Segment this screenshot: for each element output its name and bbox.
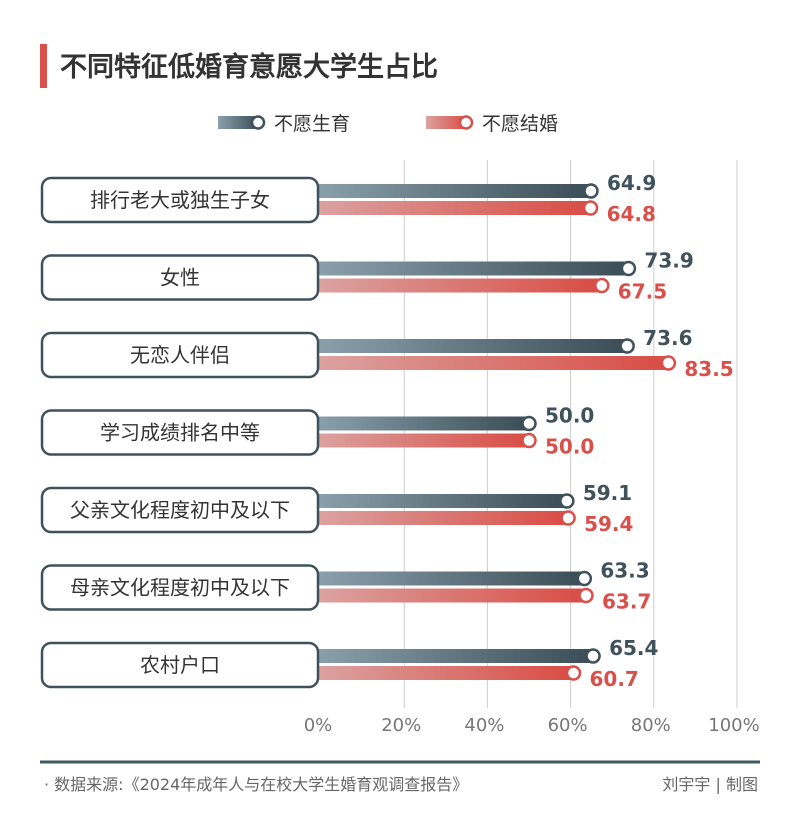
bar-end-marker [583, 183, 599, 199]
data-label: 50.0 [545, 435, 594, 459]
bar-end-marker [559, 493, 575, 509]
bar-fertility [316, 416, 529, 431]
category-label-box [40, 409, 320, 456]
category-row: 50.0 50.0 学习成绩排名中等 [40, 404, 594, 459]
category-label-box [40, 641, 320, 689]
data-label: 59.1 [583, 481, 632, 505]
bar-end-marker [594, 277, 610, 294]
category-label: 农村户口 [140, 653, 220, 677]
legend: 不愿生育 不愿结婚 [218, 113, 558, 135]
bar-end-marker [619, 338, 635, 354]
x-tick-label: 60% [548, 715, 588, 736]
category-label-box [40, 254, 320, 301]
bar-end-marker [578, 587, 594, 604]
bar-end-marker [620, 260, 637, 277]
data-label: 73.6 [643, 326, 692, 350]
category-label-box [40, 564, 320, 611]
data-label: 65.4 [609, 636, 658, 660]
data-label: 50.0 [545, 404, 594, 428]
category-label: 母亲文化程度初中及以下 [70, 576, 290, 600]
bar-marriage [316, 201, 591, 215]
bar-fertility [316, 494, 567, 508]
category-label-box [40, 486, 320, 534]
bar-marriage [316, 511, 569, 525]
data-label: 63.7 [602, 590, 651, 614]
bar-fertility [316, 649, 594, 663]
category-label: 排行老大或独生子女 [90, 188, 270, 212]
bar-end-marker [565, 665, 582, 681]
x-tick-label: 80% [631, 715, 671, 736]
bar-end-marker [585, 648, 601, 664]
chart-title: 不同特征低婚育意愿大学生占比 [60, 51, 438, 83]
category-row: 73.9 67.5 女性 [40, 249, 694, 304]
title-accent-bar [40, 44, 47, 88]
data-label: 64.9 [607, 171, 656, 195]
category-label: 父亲文化程度初中及以下 [70, 498, 290, 522]
category-row: 64.9 64.8 排行老大或独生子女 [40, 171, 656, 226]
category-row: 73.6 83.5 无恋人伴侣 [40, 326, 734, 381]
category-label-box [40, 176, 320, 224]
data-label: 63.3 [600, 559, 649, 583]
data-label: 83.5 [684, 357, 733, 381]
bar-marriage [316, 588, 586, 603]
bar-end-marker [582, 200, 599, 216]
data-label: 67.5 [618, 280, 667, 304]
data-label: 73.9 [644, 249, 693, 273]
data-label: 59.4 [584, 512, 633, 536]
bar-fertility [316, 184, 591, 198]
legend-label: 不愿生育 [274, 113, 350, 135]
x-tick-label: 20% [381, 715, 421, 736]
bar-marriage [316, 666, 574, 680]
source-note: · 数据来源:《2024年成年人与在校大学生婚育观调查报告》 [44, 775, 468, 794]
data-label: 64.8 [607, 202, 656, 226]
bar-end-marker [560, 510, 576, 526]
bar-marriage [316, 278, 602, 293]
category-row: 65.4 60.7 农村户口 [40, 636, 658, 691]
legend-marker [458, 115, 474, 130]
data-label: 60.7 [590, 667, 639, 691]
x-tick-label: 40% [464, 715, 504, 736]
bar-end-marker [521, 415, 537, 432]
bar-fertility [316, 261, 629, 276]
legend-swatch-marriage [426, 116, 466, 129]
legend-marker [250, 115, 266, 130]
x-tick-label: 0% [304, 715, 333, 736]
category-row: 59.1 59.4 父亲文化程度初中及以下 [40, 481, 633, 536]
credit: 刘宇宇 | 制图 [662, 775, 758, 794]
category-label-box [40, 331, 320, 379]
bar-fertility [316, 339, 628, 353]
bar-end-marker [521, 432, 537, 449]
bar-end-marker [660, 355, 677, 371]
category-label: 无恋人伴侣 [130, 343, 230, 367]
legend-label: 不愿结婚 [482, 113, 558, 135]
bar-marriage [316, 433, 529, 448]
bar-end-marker [576, 570, 593, 587]
bar-fertility [316, 571, 585, 586]
category-row: 63.3 63.7 母亲文化程度初中及以下 [40, 559, 651, 614]
category-label: 女性 [160, 266, 200, 290]
bar-marriage [316, 356, 669, 370]
legend-swatch-fertility [218, 116, 258, 129]
x-tick-label: 100% [708, 715, 759, 736]
category-label: 学习成绩排名中等 [100, 421, 260, 445]
